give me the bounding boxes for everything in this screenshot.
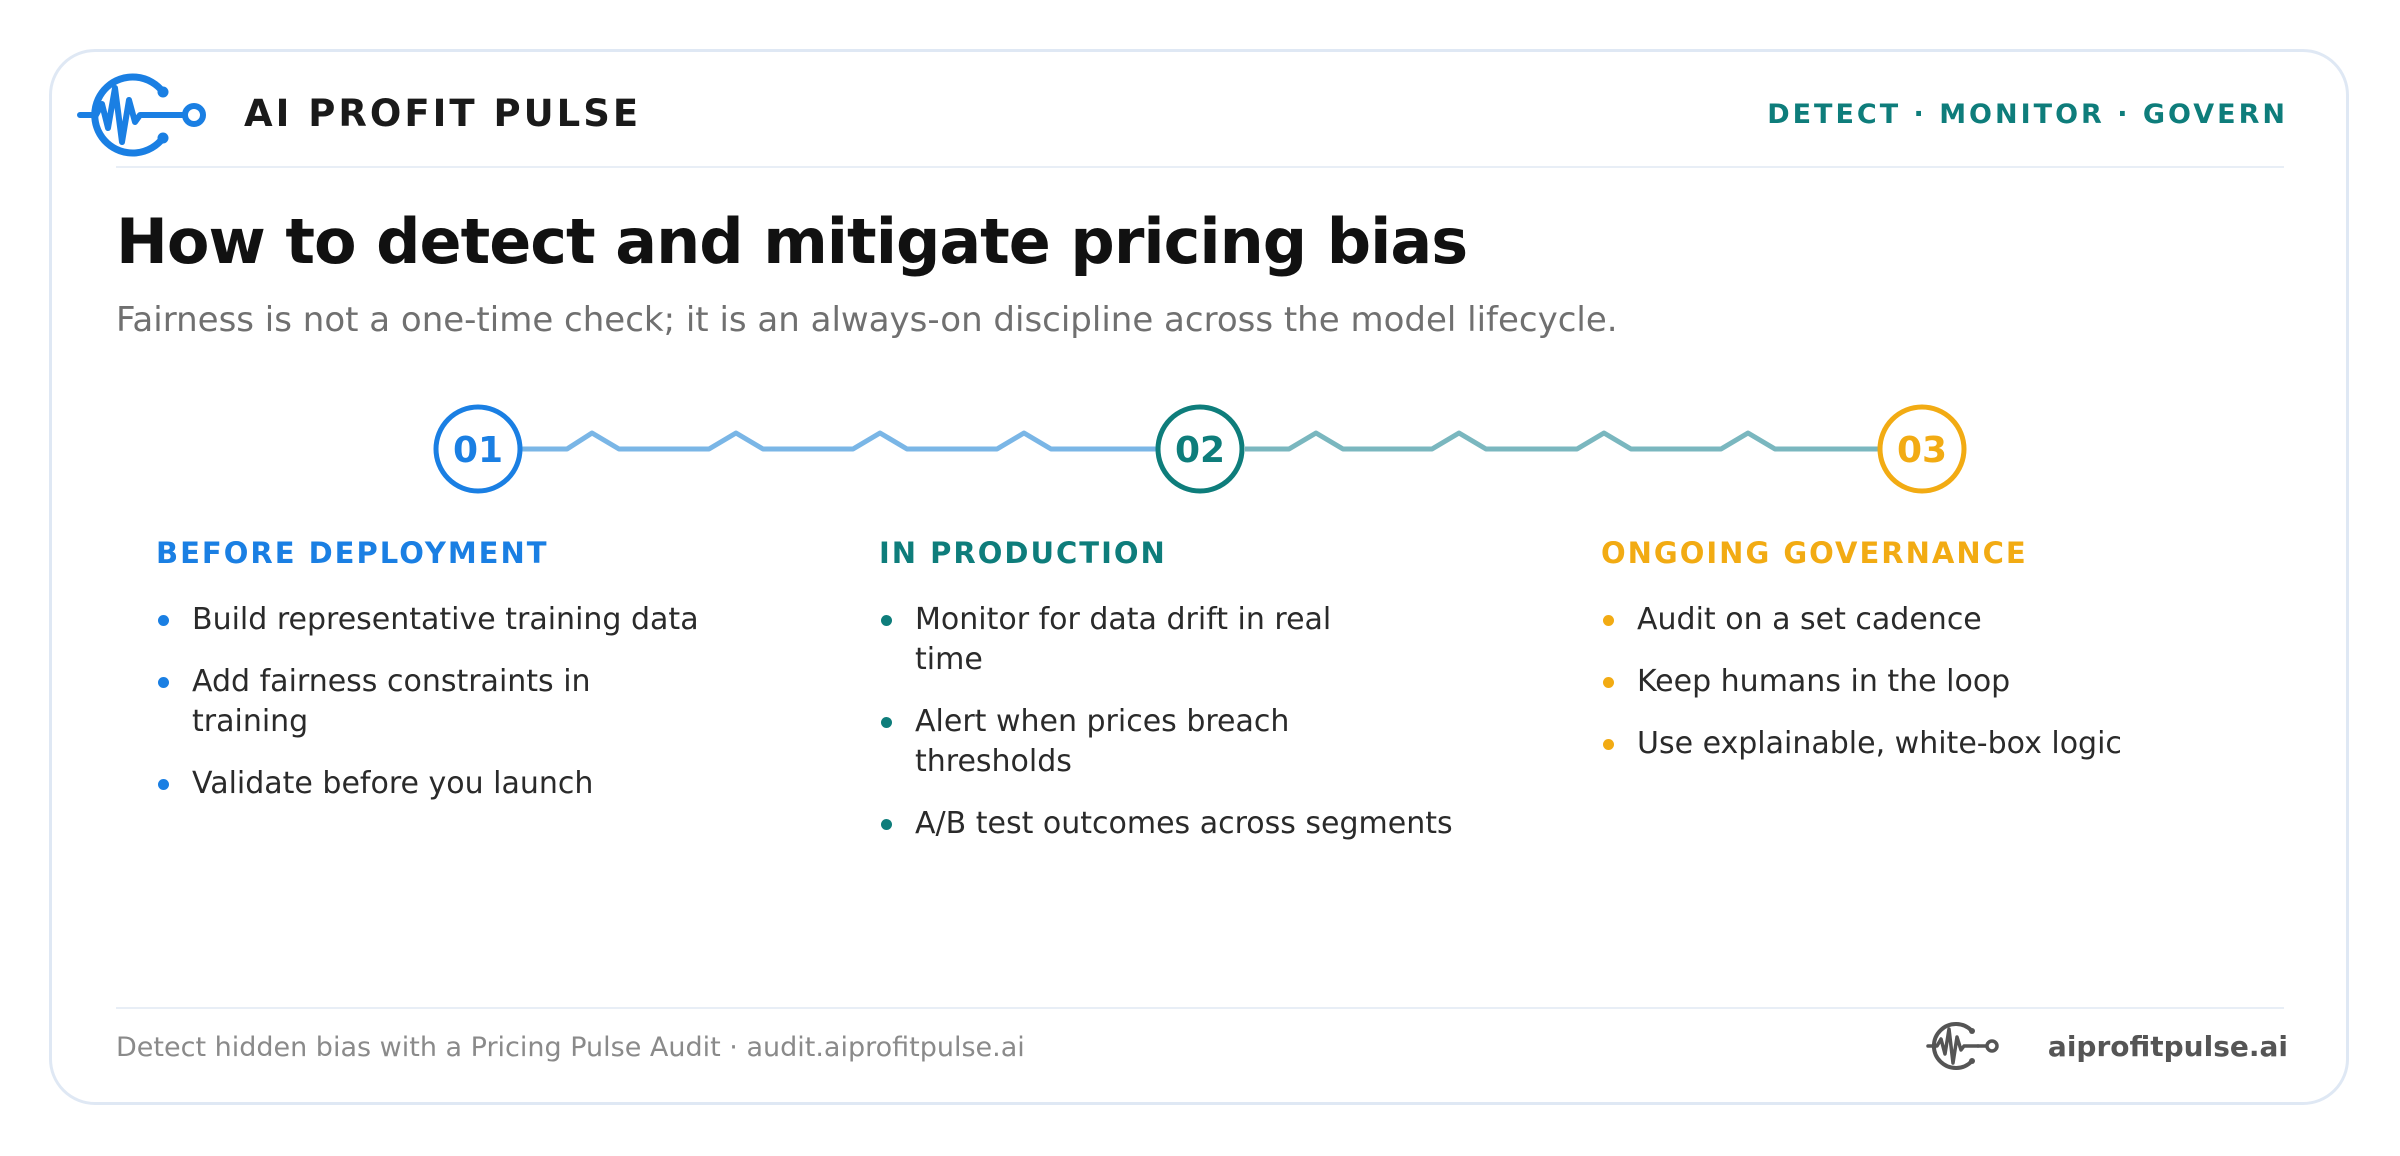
list-item: Add fairness constraints in training xyxy=(156,662,622,742)
timeline-connector-2-3 xyxy=(1245,430,1880,452)
list-item-text: Add fairness constraints in training xyxy=(192,664,591,739)
list-item-text: Alert when prices breach thresholds xyxy=(915,704,1290,779)
bullet-dot xyxy=(881,615,892,626)
list-item: Keep humans in the loop xyxy=(1601,662,2197,702)
phase-items: Build representative training data Add f… xyxy=(156,600,756,804)
list-item: Validate before you launch xyxy=(156,764,712,804)
step-marker-03: 03 xyxy=(1877,404,1967,494)
pulse-circuit-icon xyxy=(1926,1022,1999,1070)
list-item-text: Monitor for data drift in real time xyxy=(915,602,1332,677)
step-number-01: 01 xyxy=(453,430,503,471)
phase-before-deployment: BEFORE DEPLOYMENT Build representative t… xyxy=(156,536,756,826)
phase-in-production: IN PRODUCTION Monitor for data drift in … xyxy=(879,536,1479,866)
list-item-text: Use explainable, white-box logic xyxy=(1637,726,2122,761)
list-item: Alert when prices breach thresholds xyxy=(879,702,1355,782)
phase-items: Monitor for data drift in real time Aler… xyxy=(879,600,1479,844)
bullet-dot xyxy=(158,779,169,790)
list-item: Audit on a set cadence xyxy=(1601,600,2197,640)
step-marker-02: 02 xyxy=(1155,404,1245,494)
footer-cta: Detect hidden bias with a Pricing Pulse … xyxy=(116,1032,1025,1063)
list-item: A/B test outcomes across segments xyxy=(879,804,1475,844)
list-item: Use explainable, white-box logic xyxy=(1601,724,2197,764)
list-item-text: Audit on a set cadence xyxy=(1637,602,1982,637)
bullet-dot xyxy=(1603,739,1614,750)
brand-name: AI PROFIT PULSE xyxy=(244,92,642,135)
step-number-02: 02 xyxy=(1175,430,1225,471)
phase-title: IN PRODUCTION xyxy=(879,536,1167,570)
list-item: Build representative training data xyxy=(156,600,712,640)
page-title: How to detect and mitigate pricing bias xyxy=(116,205,1468,278)
list-item-text: Build representative training data xyxy=(192,602,699,637)
bullet-dot xyxy=(158,615,169,626)
phase-ongoing-governance: ONGOING GOVERNANCE Audit on a set cadenc… xyxy=(1601,536,2201,786)
timeline-connector-1-2 xyxy=(522,430,1156,452)
phase-title: ONGOING GOVERNANCE xyxy=(1601,536,2028,570)
footer-divider xyxy=(116,1007,2284,1009)
bullet-dot xyxy=(881,717,892,728)
header-divider xyxy=(116,166,2284,168)
pulse-circuit-icon xyxy=(77,73,206,157)
list-item-text: Validate before you launch xyxy=(192,766,594,801)
step-number-03: 03 xyxy=(1897,430,1947,471)
bullet-dot xyxy=(1603,615,1614,626)
bullet-dot xyxy=(881,819,892,830)
page-subtitle: Fairness is not a one-time check; it is … xyxy=(116,300,1618,340)
list-item-text: A/B test outcomes across segments xyxy=(915,806,1453,841)
footer-url: aiprofitpulse.ai xyxy=(2047,1030,2288,1063)
list-item-text: Keep humans in the loop xyxy=(1637,664,2011,699)
phase-items: Audit on a set cadence Keep humans in th… xyxy=(1601,600,2201,764)
lifecycle-timeline: 01 02 03 xyxy=(433,404,1967,494)
infographic-card xyxy=(49,49,2349,1105)
step-marker-01: 01 xyxy=(433,404,523,494)
phase-title: BEFORE DEPLOYMENT xyxy=(156,536,549,570)
tagline: DETECT · MONITOR · GOVERN xyxy=(1767,99,2288,130)
list-item: Monitor for data drift in real time xyxy=(879,600,1375,680)
bullet-dot xyxy=(158,677,169,688)
bullet-dot xyxy=(1603,677,1614,688)
